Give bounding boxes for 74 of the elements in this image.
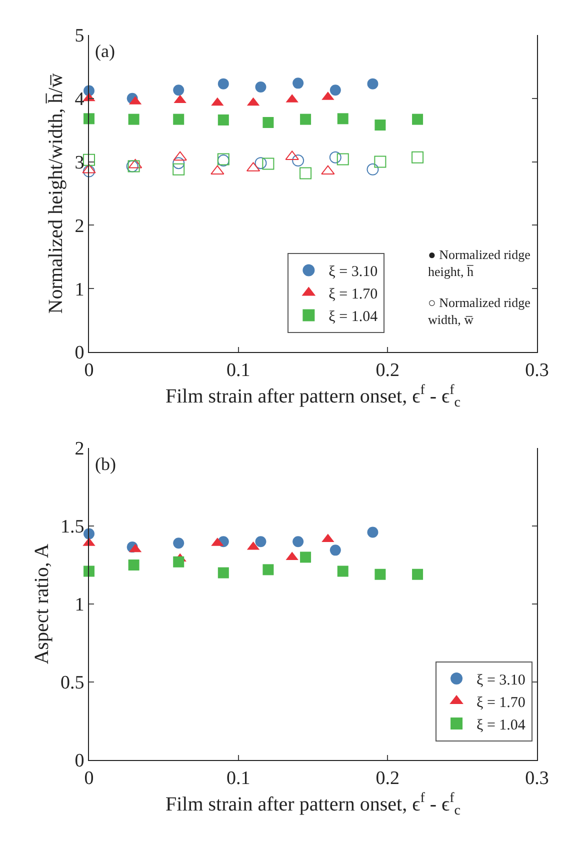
- annotation: ● Normalized ridge height, h̅: [428, 247, 531, 279]
- point: [337, 566, 348, 577]
- point: [292, 154, 304, 167]
- legend-label: ξ = 1.70: [328, 286, 378, 303]
- point: [172, 163, 185, 176]
- point: [329, 151, 342, 164]
- point: [173, 84, 184, 96]
- annotation: ○ Normalized ridge width, w̅: [428, 295, 531, 327]
- point: [300, 552, 312, 563]
- point: [172, 157, 185, 170]
- point: [367, 78, 378, 90]
- point: [254, 157, 267, 170]
- point: [300, 114, 312, 125]
- y-tick-label: 1.5: [60, 516, 84, 538]
- legend-label: ξ = 3.10: [328, 264, 378, 280]
- point: [173, 151, 187, 161]
- legend-label: ξ = 1.04: [328, 309, 378, 326]
- point: [218, 78, 229, 90]
- point: [262, 564, 274, 576]
- annotation: (b): [95, 454, 116, 474]
- x-tick-label: 0.2: [376, 360, 400, 381]
- point: [292, 536, 304, 548]
- point: [412, 114, 424, 125]
- x-tick-label: 0.1: [226, 360, 250, 381]
- legend-label: ξ = 1.04: [476, 717, 526, 734]
- y-axis-title: Normalized height/width, h̅/w̅: [44, 72, 68, 314]
- y-tick-label: 2: [74, 216, 84, 237]
- y-tick-label: 1: [74, 594, 84, 616]
- point: [255, 81, 266, 92]
- y-tick-label: 2: [74, 438, 84, 460]
- point: [83, 154, 95, 166]
- y-tick-label: 1: [74, 279, 84, 300]
- y-tick-label: 3: [74, 152, 84, 174]
- point: [210, 165, 224, 175]
- point: [255, 536, 266, 548]
- point: [300, 167, 312, 180]
- point: [128, 560, 140, 570]
- y-tick-label: 0: [74, 750, 84, 772]
- point: [128, 114, 140, 125]
- point: [292, 78, 304, 89]
- point: [83, 165, 95, 178]
- point: [412, 151, 424, 164]
- point: [173, 538, 184, 549]
- x-tick-label: 0.3: [525, 768, 549, 789]
- y-tick-label: 0: [74, 342, 84, 364]
- legend-label: ξ = 1.70: [476, 694, 526, 711]
- point: [173, 556, 184, 568]
- point: [330, 544, 341, 556]
- x-tick-label: 0.2: [376, 768, 400, 789]
- point: [218, 567, 229, 578]
- point: [262, 158, 274, 170]
- point: [262, 116, 274, 128]
- point: [374, 568, 386, 580]
- point: [218, 114, 229, 126]
- point: [173, 114, 184, 125]
- point: [374, 120, 386, 131]
- point: [84, 566, 94, 577]
- x-tick-label: 0.1: [226, 768, 250, 789]
- annotation: (a): [95, 41, 115, 61]
- point: [84, 113, 94, 124]
- point: [366, 163, 379, 176]
- y-tick-label: 5: [74, 26, 84, 47]
- point: [330, 84, 341, 96]
- y-axis-title: Aspect ratio, A: [30, 543, 53, 664]
- x-tick-label: 0.3: [525, 360, 549, 381]
- point: [336, 153, 349, 166]
- legend-label: ξ = 3.10: [476, 672, 526, 688]
- point: [321, 165, 335, 175]
- y-tick-label: 4: [74, 89, 85, 110]
- y-tick-label: 0.5: [60, 672, 84, 694]
- point: [374, 156, 386, 168]
- point: [412, 568, 424, 580]
- point: [367, 526, 378, 538]
- point: [337, 113, 348, 124]
